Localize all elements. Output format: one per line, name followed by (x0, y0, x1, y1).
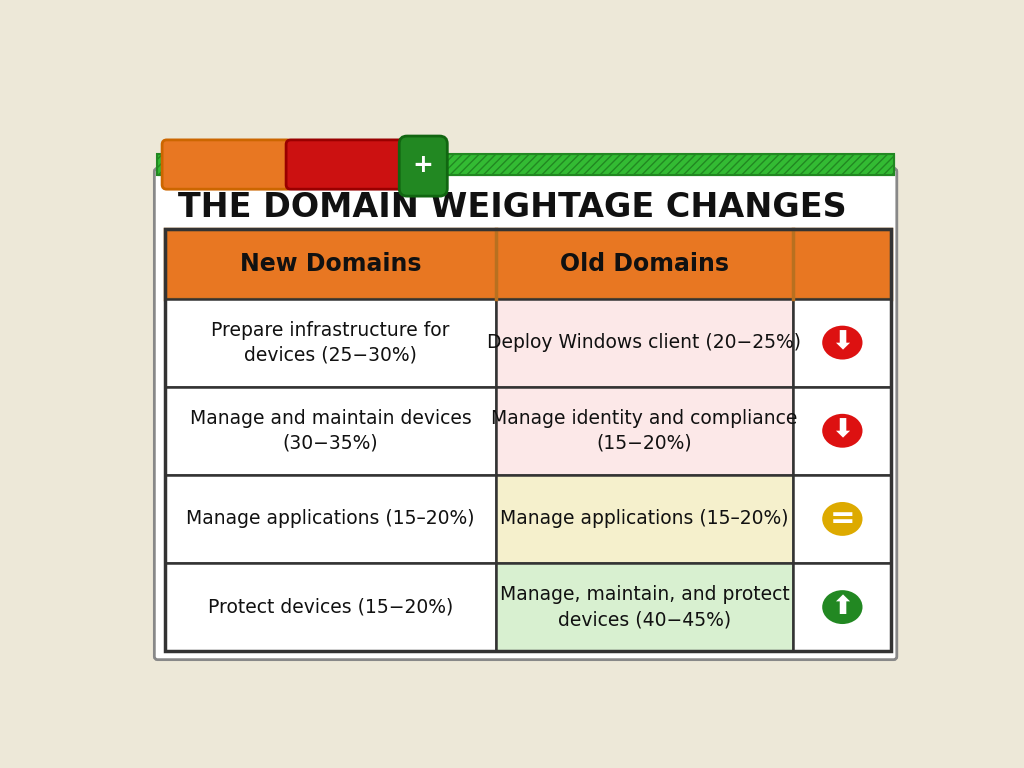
Bar (496, 563, 794, 651)
Bar (496, 475, 794, 563)
Ellipse shape (822, 502, 862, 536)
Text: Prepare infrastructure for
devices (25−30%): Prepare infrastructure for devices (25−3… (211, 320, 450, 365)
Bar (165, 475, 496, 563)
Bar (165, 229, 891, 651)
Bar (158, 154, 894, 175)
Text: Manage applications (15–20%): Manage applications (15–20%) (501, 509, 788, 528)
Bar (496, 386, 794, 475)
Text: ⬇: ⬇ (831, 418, 853, 444)
Text: Manage identity and compliance
(15−20%): Manage identity and compliance (15−20%) (492, 409, 798, 453)
Bar (794, 563, 891, 651)
Text: Manage applications (15–20%): Manage applications (15–20%) (186, 509, 475, 528)
Bar (496, 299, 794, 386)
Text: Old Domains: Old Domains (560, 252, 729, 276)
Text: Manage, maintain, and protect
devices (40−45%): Manage, maintain, and protect devices (4… (500, 585, 790, 629)
Text: Protect devices (15−20%): Protect devices (15−20%) (208, 598, 453, 617)
Text: ⬆: ⬆ (831, 594, 853, 620)
Text: Manage and maintain devices
(30−35%): Manage and maintain devices (30−35%) (189, 409, 471, 453)
Text: Deploy Windows client (20−25%): Deploy Windows client (20−25%) (487, 333, 802, 352)
Bar (794, 386, 891, 475)
FancyBboxPatch shape (162, 140, 292, 189)
Text: New Domains: New Domains (240, 252, 421, 276)
Text: =: = (829, 505, 855, 534)
FancyBboxPatch shape (286, 140, 408, 189)
FancyBboxPatch shape (399, 136, 447, 196)
Bar (165, 299, 496, 386)
Bar (165, 386, 496, 475)
Bar (165, 229, 891, 299)
Bar (794, 475, 891, 563)
Ellipse shape (822, 590, 862, 624)
Text: +: + (413, 154, 434, 177)
Bar (158, 154, 894, 175)
Text: ⬇: ⬇ (831, 329, 853, 356)
Bar (165, 563, 496, 651)
Ellipse shape (822, 326, 862, 359)
FancyBboxPatch shape (155, 168, 897, 660)
Ellipse shape (822, 414, 862, 448)
Bar (794, 299, 891, 386)
Text: THE DOMAIN WEIGHTAGE CHANGES: THE DOMAIN WEIGHTAGE CHANGES (178, 191, 847, 224)
